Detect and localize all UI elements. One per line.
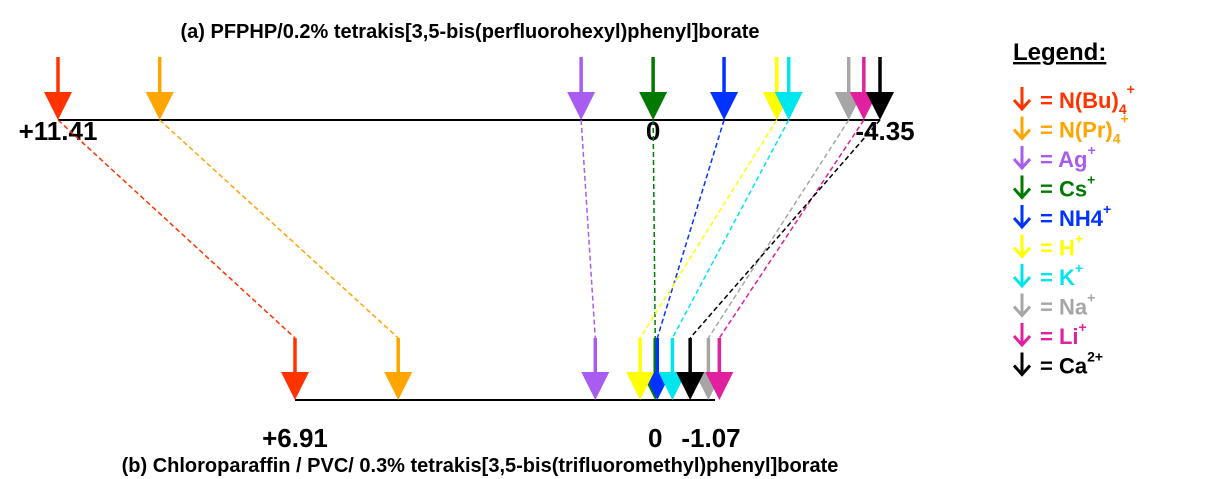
legend-arrow-head bbox=[1012, 187, 1032, 200]
legend-text: = Ag bbox=[1040, 147, 1087, 172]
connector bbox=[580, 119, 597, 339]
legend-arrow-head bbox=[1012, 305, 1032, 318]
ion-arrow bbox=[710, 57, 739, 120]
legend-arrow-head bbox=[1012, 364, 1032, 377]
arrow-head bbox=[705, 372, 734, 400]
ion-arrow bbox=[145, 57, 174, 120]
legend-text: = H bbox=[1040, 236, 1075, 261]
arrow-head bbox=[581, 372, 610, 400]
connector bbox=[707, 119, 850, 339]
legend-sup: + bbox=[1075, 231, 1083, 247]
legend-text: = Ca bbox=[1040, 354, 1088, 379]
arrow-head bbox=[639, 92, 668, 120]
arrow-head bbox=[567, 92, 596, 120]
arrow-head bbox=[384, 372, 413, 400]
connector bbox=[159, 119, 399, 339]
ion-arrow bbox=[834, 57, 863, 120]
legend-arrow-head bbox=[1012, 217, 1032, 230]
connector bbox=[671, 119, 790, 339]
ion-arrow bbox=[581, 338, 610, 400]
tick-label: -1.07 bbox=[681, 423, 740, 453]
legend-text: = N(Bu) bbox=[1040, 88, 1119, 113]
ion-arrow bbox=[384, 338, 413, 400]
ion-arrow bbox=[676, 338, 705, 400]
ion-arrow bbox=[866, 57, 894, 120]
legend-arrow-head bbox=[1012, 158, 1032, 171]
connector bbox=[57, 119, 296, 339]
arrow-head bbox=[774, 92, 803, 120]
arrow-head bbox=[626, 372, 655, 400]
ion-arrow bbox=[626, 338, 655, 400]
ion-arrow bbox=[643, 338, 672, 400]
scale-title: (a) PFPHP/0.2% tetrakis[3,5-bis(perfluor… bbox=[180, 21, 759, 43]
legend-text: = K bbox=[1040, 265, 1075, 290]
legend-label: = Ag+ bbox=[1040, 142, 1096, 172]
legend-sup: 2+ bbox=[1087, 349, 1103, 365]
legend-text: = Na bbox=[1040, 295, 1088, 320]
legend-sub: 4 bbox=[1119, 101, 1127, 117]
ion-arrow bbox=[639, 57, 668, 120]
arrow-head bbox=[658, 372, 687, 400]
tick-label: 0 bbox=[648, 423, 662, 453]
legend-arrow-head bbox=[1012, 335, 1032, 348]
connector bbox=[639, 119, 778, 339]
legend-arrow-head bbox=[1012, 99, 1032, 112]
legend-label: = Li+ bbox=[1040, 319, 1087, 349]
arrow-head bbox=[676, 372, 705, 400]
ion-arrow bbox=[774, 57, 803, 120]
legend-sup: + bbox=[1087, 172, 1095, 188]
legend-label: = NH4+ bbox=[1040, 201, 1111, 231]
arrow-head bbox=[710, 92, 739, 120]
legend-sup: + bbox=[1121, 111, 1129, 127]
legend-label: = Cs+ bbox=[1040, 172, 1095, 202]
connector bbox=[656, 119, 725, 339]
arrow-head bbox=[145, 92, 174, 120]
ion-arrow bbox=[705, 338, 734, 400]
legend-sup: + bbox=[1079, 319, 1087, 335]
tick-label: +6.91 bbox=[262, 423, 328, 453]
legend-arrow-head bbox=[1012, 246, 1032, 259]
ion-arrow bbox=[658, 338, 687, 400]
legend-label: = Ca2+ bbox=[1040, 349, 1103, 379]
legend-sup: + bbox=[1087, 290, 1095, 306]
legend-arrow-head bbox=[1012, 276, 1032, 289]
legend-label: = N(Pr)4+ bbox=[1040, 111, 1129, 147]
legend-title: Legend: bbox=[1013, 39, 1106, 66]
legend-label: = Na+ bbox=[1040, 290, 1095, 320]
legend-label: = K+ bbox=[1040, 260, 1083, 290]
legend-text: = N(Pr) bbox=[1040, 118, 1113, 143]
arrow-head bbox=[44, 92, 72, 120]
legend-arrow-head bbox=[1012, 128, 1032, 141]
legend-sup: + bbox=[1075, 260, 1083, 276]
legend-text: = Li bbox=[1040, 324, 1079, 349]
legend-sup: + bbox=[1103, 201, 1111, 217]
ion-arrow bbox=[567, 57, 596, 120]
legend-text: = NH4 bbox=[1040, 206, 1104, 231]
arrow-head bbox=[866, 92, 894, 120]
legend-sup: + bbox=[1087, 142, 1095, 158]
legend-sub: 4 bbox=[1113, 131, 1121, 147]
ion-arrow bbox=[44, 57, 72, 120]
tick-label: -4.35 bbox=[855, 116, 914, 146]
connector bbox=[689, 119, 881, 339]
ion-arrow bbox=[849, 57, 878, 120]
ion-arrow bbox=[281, 338, 309, 400]
legend-text: = Cs bbox=[1040, 177, 1087, 202]
legend-label: = N(Bu)4+ bbox=[1040, 81, 1135, 117]
connector bbox=[652, 119, 656, 339]
arrow-head bbox=[281, 372, 309, 400]
scale-title: (b) Chloroparaffin / PVC/ 0.3% tetrakis[… bbox=[122, 455, 839, 477]
legend-sup: + bbox=[1127, 81, 1135, 97]
connector bbox=[718, 119, 865, 339]
legend-label: = H+ bbox=[1040, 231, 1083, 261]
